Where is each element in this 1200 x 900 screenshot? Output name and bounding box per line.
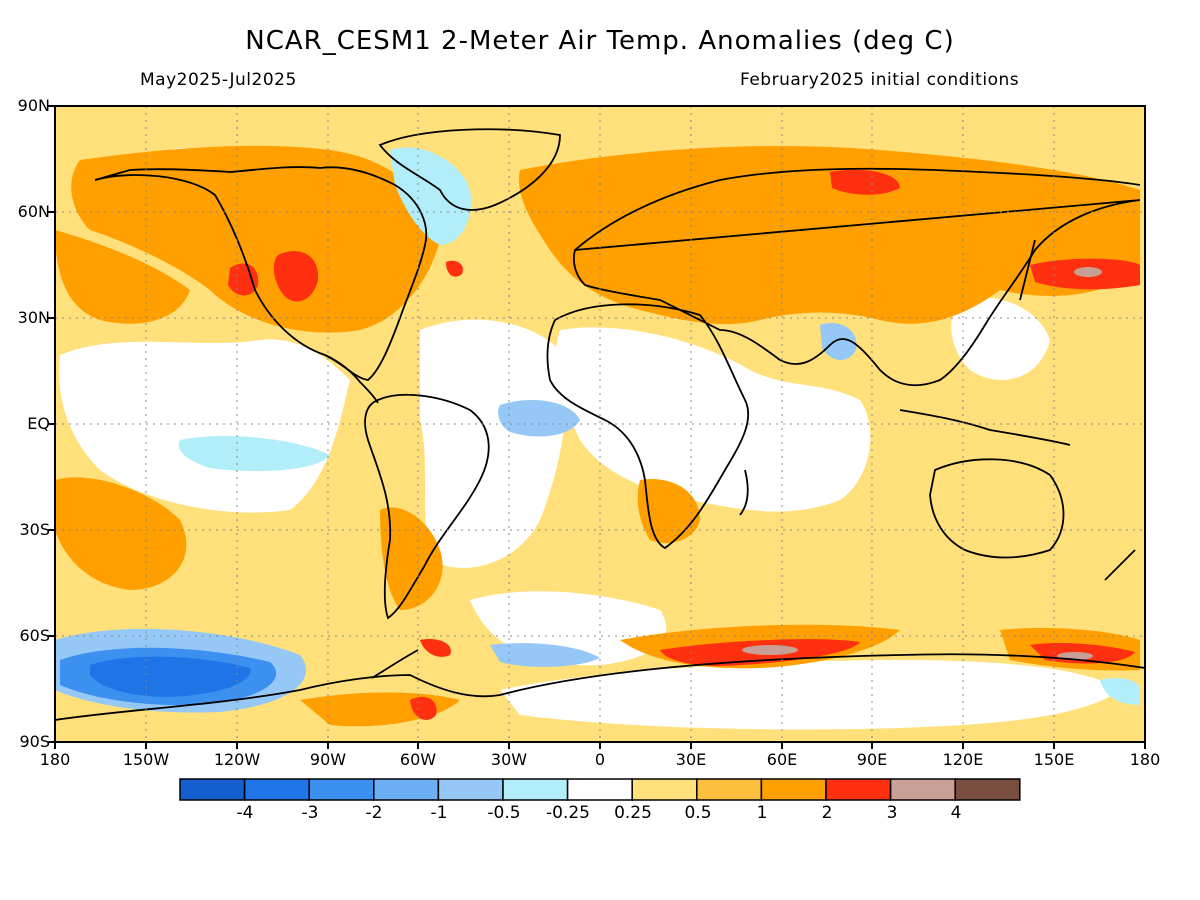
lon-label-90w: 90W — [309, 750, 347, 769]
forecast-period: May2025-Jul2025 — [140, 70, 297, 90]
colorbar-label-7: 0.25 — [614, 803, 652, 823]
colorbar-swatch-9 — [696, 778, 763, 801]
lon-label-150w: 150W — [122, 750, 170, 769]
greenland-cool — [390, 147, 471, 245]
colorbar-label-4: -1 — [430, 803, 448, 823]
colorbar-label-8: 0.5 — [684, 803, 712, 823]
lon-label-60w: 60W — [399, 750, 437, 769]
lon-label-150e: 150E — [1033, 750, 1075, 769]
axis-ticks — [48, 105, 1146, 749]
lat-label-30s: 30S — [19, 520, 50, 539]
colorbar-swatch-7 — [566, 778, 633, 801]
central-us-hot-spot — [273, 251, 319, 302]
colorbar-swatch-6 — [502, 778, 569, 801]
colorbar-swatch-3 — [308, 778, 375, 801]
japan-coast — [1019, 239, 1036, 301]
central-america-coast — [324, 354, 379, 404]
antarctica-neutral — [500, 660, 1120, 730]
colorbar-swatch-11 — [825, 778, 892, 801]
new-zealand-coast — [1104, 549, 1136, 581]
colorbar-label-9: 1 — [756, 803, 768, 823]
west-pacific-neutral — [951, 297, 1050, 380]
southern-africa-warm — [637, 479, 700, 544]
gridlines — [55, 106, 1145, 742]
south-america-coast — [364, 393, 490, 620]
lon-label-30w: 30W — [490, 750, 528, 769]
colorbar-swatch-1 — [179, 778, 246, 801]
eurasia-coast — [572, 167, 1141, 387]
tropical-atlantic-neutral — [420, 319, 567, 568]
lat-label-90s: 90S — [19, 732, 50, 751]
south-america-warm — [380, 507, 443, 610]
colorbar-swatch-8 — [631, 778, 698, 801]
colorbar-swatch-5 — [437, 778, 504, 801]
colorbar-label-2: -3 — [301, 803, 319, 823]
north-atlantic-hot-spot — [446, 260, 463, 277]
maritime-continent-coast — [899, 409, 1071, 446]
coastlines — [55, 128, 1145, 721]
colorbar-swatch-4 — [373, 778, 440, 801]
colorbar-swatch-13 — [954, 778, 1021, 801]
initial-conditions: February2025 initial conditions — [740, 70, 1020, 90]
pacific-warmest-spot — [1074, 267, 1102, 277]
africa-indian-neutral — [556, 327, 871, 512]
south-pacific-cool-band — [178, 435, 330, 472]
lon-label-120e: 120E — [942, 750, 984, 769]
india-cool — [820, 322, 857, 360]
lon-label-0: 0 — [594, 750, 606, 769]
lat-label-30n: 30N — [17, 308, 50, 327]
southern-ocean-atlantic-cool — [490, 643, 600, 667]
north-pacific-warm — [55, 230, 190, 324]
greenland-coast — [378, 128, 561, 211]
lon-label-30e: 30E — [675, 750, 707, 769]
australia-coast — [929, 458, 1065, 559]
lon-label-180e: 180 — [1129, 750, 1161, 769]
colorbar-label-11: 3 — [886, 803, 898, 823]
colorbar — [179, 778, 1021, 801]
antarctica-coast — [55, 653, 1145, 721]
western-us-hot-spot — [228, 263, 259, 296]
lon-label-90e: 90E — [856, 750, 888, 769]
drake-passage-hot — [420, 639, 451, 657]
africa-coast — [546, 303, 750, 550]
ross-sea-cool — [1100, 678, 1140, 705]
lon-label-60e: 60E — [766, 750, 798, 769]
lon-label-120w: 120W — [213, 750, 261, 769]
colorbar-swatch-2 — [243, 778, 310, 801]
south-pacific-warm — [55, 477, 187, 590]
colorbar-label-3: -2 — [365, 803, 383, 823]
lat-label-60n: 60N — [17, 202, 50, 221]
colorbar-label-1: -4 — [236, 803, 254, 823]
colorbar-swatch-10 — [760, 778, 827, 801]
lat-label-60s: 60S — [19, 626, 50, 645]
colorbar-label-12: 4 — [950, 803, 962, 823]
lat-label-eq: EQ — [27, 414, 50, 433]
colorbar-label-5: -0.5 — [487, 803, 521, 823]
madagascar-coast — [739, 469, 749, 516]
amundsen-sea-coldest — [90, 656, 251, 697]
lon-label-180w: 180 — [39, 750, 71, 769]
colorbar-label-6: -0.25 — [546, 803, 590, 823]
chart-title: NCAR_CESM1 2-Meter Air Temp. Anomalies (… — [245, 26, 955, 56]
equatorial-atlantic-cool — [498, 400, 580, 437]
eurasia-warm — [519, 146, 1140, 325]
weddell-hot — [410, 696, 437, 720]
siberia-hot-spot — [830, 169, 900, 195]
lat-label-90n: 90N — [17, 96, 50, 115]
north-america-warm — [71, 145, 441, 333]
colorbar-swatch-12 — [889, 778, 956, 801]
colorbar-label-10: 2 — [821, 803, 833, 823]
indian-ocean-warmest-spot — [742, 645, 798, 655]
antarctic-peninsula-coast — [371, 649, 419, 679]
